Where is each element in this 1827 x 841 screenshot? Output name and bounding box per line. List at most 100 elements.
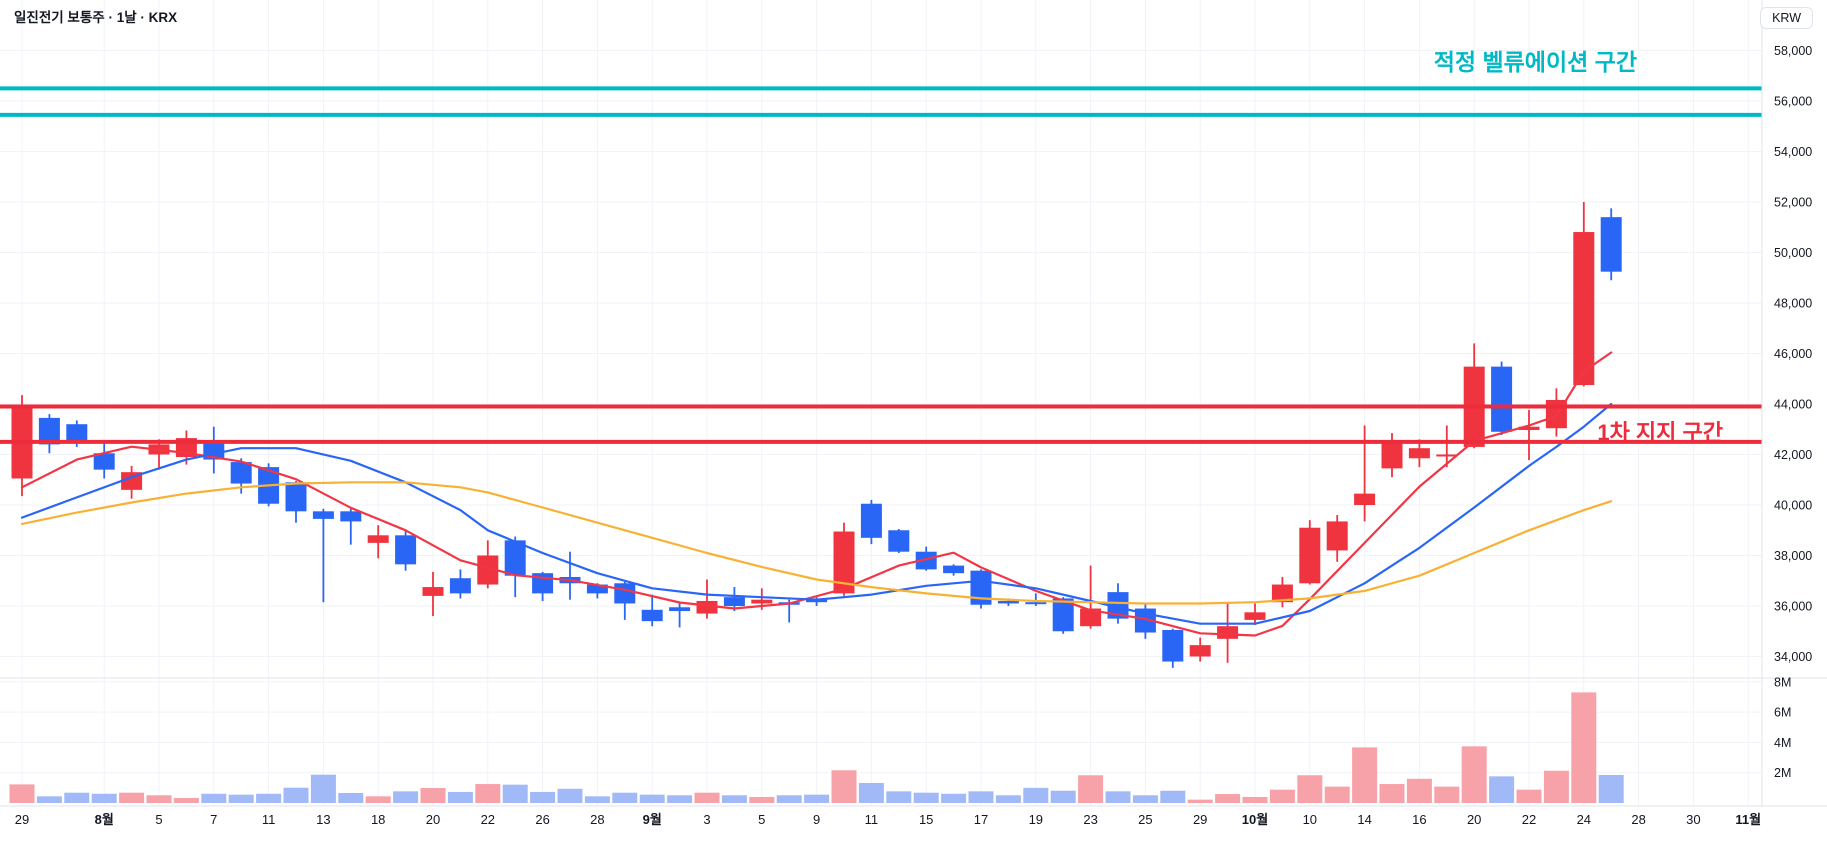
volume-bar[interactable] [913, 792, 939, 803]
candle-body[interactable] [1107, 592, 1129, 619]
candle-body[interactable] [943, 565, 965, 574]
ma-fast-line[interactable] [20, 351, 1613, 637]
time-axis[interactable]: 29 8월 5 7 11 13 18 20 22 26 28 9월 3 5 9 11 15 17 19 23 25 29 1… [15, 812, 1761, 827]
candle-body[interactable] [230, 462, 252, 484]
volume-bar[interactable] [694, 792, 720, 803]
price-axis[interactable]: 34,000 36,000 38,000 40,000 42,000 44,000 46,0… [1774, 44, 1812, 780]
volume-bar[interactable] [447, 791, 473, 803]
candle-body[interactable] [395, 535, 417, 565]
candle-body[interactable] [1162, 629, 1184, 662]
volume-bar[interactable] [639, 794, 665, 803]
candle-body[interactable] [504, 540, 526, 576]
volume-bar[interactable] [1571, 692, 1597, 803]
volume-bar[interactable] [1187, 799, 1213, 803]
volume-bar[interactable] [1461, 746, 1487, 803]
symbol-title[interactable]: 일진전기 보통주 · 1날 · KRX [14, 10, 178, 25]
volume-bar[interactable] [612, 792, 638, 803]
volume-bar[interactable] [1050, 790, 1076, 803]
candle-body[interactable] [751, 599, 773, 604]
candle-body[interactable] [1025, 602, 1047, 605]
candle-body[interactable] [1271, 584, 1293, 603]
volume-bar[interactable] [1543, 770, 1569, 803]
candle-body[interactable] [1080, 608, 1102, 627]
candle-body[interactable] [367, 535, 389, 543]
volume-bar[interactable] [968, 791, 994, 803]
volume-bar[interactable] [173, 798, 199, 803]
currency-unit-button[interactable]: KRW [1760, 7, 1813, 29]
candle-body[interactable] [1436, 454, 1458, 457]
candle-body[interactable] [1491, 366, 1513, 432]
volume-bar[interactable] [667, 795, 693, 803]
volume-bar[interactable] [886, 791, 912, 803]
candle-body[interactable] [669, 607, 691, 612]
candle-body[interactable] [586, 584, 608, 594]
volume-bar[interactable] [1269, 789, 1295, 803]
volume-bar[interactable] [91, 793, 117, 803]
candle-body[interactable] [860, 503, 882, 538]
candle-body[interactable] [614, 583, 636, 604]
candle-body[interactable] [723, 597, 745, 606]
volume-bar[interactable] [721, 795, 747, 803]
candle-body[interactable] [477, 555, 499, 585]
candle-body[interactable] [1600, 217, 1622, 272]
volume-bar[interactable] [1516, 789, 1542, 803]
volume-bar[interactable] [420, 788, 446, 803]
candle-body[interactable] [449, 578, 471, 594]
candle-body[interactable] [1326, 521, 1348, 551]
volume-bar[interactable] [1297, 775, 1323, 803]
candle-body[interactable] [422, 587, 444, 596]
candle-body[interactable] [1518, 426, 1540, 431]
volume-bar[interactable] [1324, 786, 1350, 803]
candle-body[interactable] [1244, 612, 1266, 620]
volume-bar[interactable] [365, 796, 391, 803]
volume-bar[interactable] [1379, 784, 1405, 803]
candle-body[interactable] [340, 511, 362, 522]
candle-body[interactable] [888, 530, 910, 552]
candle-body[interactable] [1408, 448, 1430, 459]
volume-bar[interactable] [831, 770, 857, 803]
ma-mid-line[interactable] [20, 402, 1613, 625]
volume-bar[interactable] [146, 795, 172, 803]
candle-body[interactable] [641, 609, 663, 622]
candle-body[interactable] [66, 424, 88, 441]
candle-body[interactable] [833, 531, 855, 594]
candle-body[interactable] [1189, 645, 1211, 657]
candle-body[interactable] [915, 551, 937, 570]
volume-bar[interactable] [1406, 778, 1432, 803]
volume-bar[interactable] [1598, 774, 1624, 803]
volume-bar[interactable] [502, 784, 528, 803]
candle-body[interactable] [1052, 598, 1074, 632]
zone-lines[interactable] [0, 86, 1762, 444]
volume-bar[interactable] [530, 791, 556, 803]
candle-body[interactable] [997, 600, 1019, 604]
candle-body[interactable] [93, 453, 115, 470]
volume-bar[interactable] [1242, 796, 1268, 803]
volume-bar[interactable] [995, 795, 1021, 803]
candle-body[interactable] [1381, 441, 1403, 469]
volume-bar[interactable] [1434, 786, 1460, 803]
volume-bar[interactable] [64, 792, 90, 803]
volume-bar[interactable] [36, 796, 62, 803]
candle-body[interactable] [1354, 493, 1376, 505]
volume-bar[interactable] [749, 796, 775, 803]
volume-bar[interactable] [228, 794, 254, 803]
volume-bar[interactable] [201, 793, 227, 803]
volume-bar[interactable] [941, 793, 967, 803]
volume-bar[interactable] [1160, 790, 1186, 803]
volume-bar[interactable] [1215, 794, 1241, 803]
volume-bar[interactable] [338, 793, 364, 803]
valuation-zone-label[interactable]: 적정 벨류에이션 구간 [1433, 49, 1637, 75]
volume-bar[interactable] [393, 791, 419, 803]
ma-slow-line[interactable] [20, 481, 1613, 605]
candle-body[interactable] [38, 417, 60, 445]
candle-body[interactable] [1573, 232, 1595, 386]
volume-bar[interactable] [283, 787, 309, 803]
volume-bar[interactable] [475, 784, 501, 803]
candle-body[interactable] [970, 570, 992, 605]
candle-body[interactable] [1217, 626, 1239, 639]
volume-bar[interactable] [584, 796, 610, 803]
volume-bar[interactable] [1132, 795, 1158, 803]
volume-bar[interactable] [557, 788, 583, 803]
volume-bar[interactable] [1352, 747, 1378, 803]
